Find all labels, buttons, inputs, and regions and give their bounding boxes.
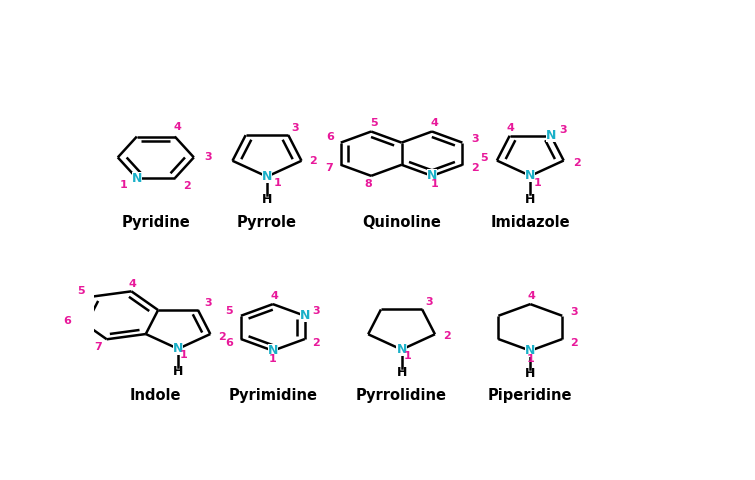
- Text: 8: 8: [365, 179, 372, 189]
- Text: Pyrrole: Pyrrole: [237, 215, 297, 229]
- Text: 2: 2: [310, 156, 317, 166]
- Text: 1: 1: [431, 179, 439, 189]
- Text: 2: 2: [442, 331, 451, 341]
- Text: N: N: [173, 342, 183, 355]
- Text: 2: 2: [313, 338, 320, 348]
- Text: Indole: Indole: [130, 388, 181, 403]
- Text: 6: 6: [63, 316, 71, 326]
- Text: H: H: [525, 192, 535, 205]
- Text: 4: 4: [528, 291, 535, 301]
- Text: 7: 7: [94, 342, 102, 352]
- Text: N: N: [525, 169, 535, 182]
- Text: 5: 5: [370, 119, 378, 128]
- Text: Pyridine: Pyridine: [122, 215, 190, 229]
- Text: Quinoline: Quinoline: [362, 215, 441, 229]
- Text: 4: 4: [174, 122, 182, 132]
- Text: H: H: [525, 367, 535, 380]
- Text: 1: 1: [534, 178, 541, 188]
- Text: 1: 1: [526, 354, 535, 364]
- Text: 1: 1: [120, 180, 128, 190]
- Text: 2: 2: [573, 158, 581, 168]
- Text: Pyrrolidine: Pyrrolidine: [356, 388, 447, 403]
- Text: 1: 1: [269, 354, 277, 364]
- Text: 2: 2: [570, 338, 578, 348]
- Text: Pyrimidine: Pyrimidine: [228, 388, 317, 403]
- Text: Imidazole: Imidazole: [491, 215, 570, 229]
- Text: 1: 1: [273, 178, 282, 188]
- Text: 2: 2: [218, 332, 226, 342]
- Text: 4: 4: [431, 119, 439, 128]
- Text: 2: 2: [471, 163, 479, 173]
- Text: 6: 6: [326, 132, 334, 143]
- Text: 4: 4: [128, 279, 137, 289]
- Text: 3: 3: [205, 299, 212, 309]
- Text: 4: 4: [270, 291, 278, 301]
- Text: 1: 1: [403, 351, 411, 361]
- Text: 3: 3: [471, 134, 479, 144]
- Text: 7: 7: [325, 164, 333, 173]
- Text: H: H: [262, 193, 272, 206]
- Text: H: H: [396, 366, 407, 379]
- Text: Piperidine: Piperidine: [488, 388, 572, 403]
- Text: 5: 5: [77, 286, 85, 296]
- Text: N: N: [131, 172, 142, 185]
- Text: 6: 6: [225, 338, 233, 348]
- Text: 2: 2: [183, 181, 190, 192]
- Text: N: N: [427, 169, 437, 182]
- Text: N: N: [396, 343, 407, 356]
- Text: 3: 3: [313, 306, 320, 316]
- Text: N: N: [268, 344, 278, 357]
- Text: 3: 3: [291, 123, 299, 133]
- Text: 4: 4: [507, 122, 515, 132]
- Text: N: N: [300, 309, 310, 322]
- Text: N: N: [262, 170, 272, 183]
- Text: N: N: [525, 344, 535, 357]
- Text: 1: 1: [180, 350, 188, 360]
- Text: 3: 3: [570, 307, 578, 317]
- Text: N: N: [546, 129, 556, 142]
- Text: 3: 3: [205, 152, 212, 162]
- Text: H: H: [173, 365, 183, 378]
- Text: 3: 3: [559, 125, 566, 135]
- Text: 5: 5: [226, 306, 233, 316]
- Text: 5: 5: [480, 153, 488, 163]
- Text: 3: 3: [425, 297, 433, 307]
